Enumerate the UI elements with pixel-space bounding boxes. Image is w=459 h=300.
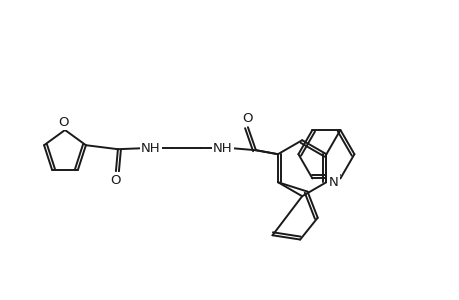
Text: O: O [242, 112, 252, 125]
Text: O: O [59, 116, 69, 128]
Text: O: O [111, 174, 121, 187]
Text: NH: NH [213, 142, 232, 155]
Text: N: N [328, 176, 337, 189]
Text: NH: NH [141, 142, 160, 155]
